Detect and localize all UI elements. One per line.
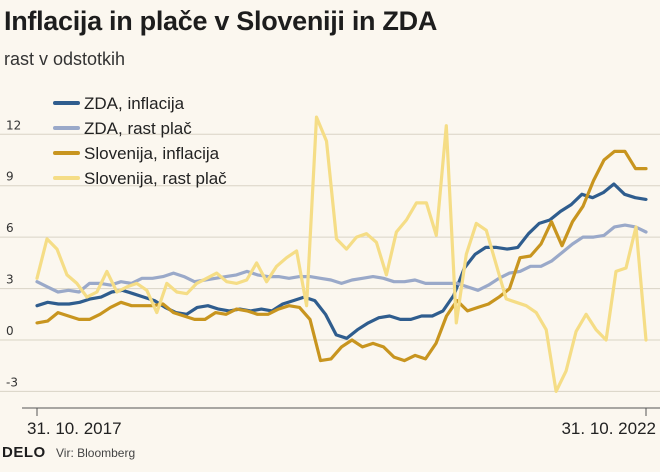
legend-entry: ZDA, inflacija [84, 94, 185, 113]
chart-title: Inflacija in plače v Sloveniji in ZDA [4, 6, 438, 36]
series-lines [35, 115, 648, 393]
y-tick-label: 12 [6, 118, 21, 132]
x-tick-label: 31. 10. 2022 [561, 419, 656, 438]
legend-entry: Slovenija, rast plač [84, 169, 227, 188]
series-line-3 [35, 149, 648, 363]
series-line-2 [35, 223, 648, 294]
series-line-4 [35, 115, 648, 393]
chart-subtitle: rast v odstotkih [4, 49, 126, 69]
source-note: Vir: Bloomberg [56, 446, 136, 460]
legend: ZDA, inflacija ZDA, rast plač Slovenija, i… [53, 94, 227, 188]
brand-logo: DELO [2, 444, 46, 461]
legend-entry: Slovenija, inflacija [84, 144, 220, 163]
legend-entry: ZDA, rast plač [84, 119, 192, 138]
y-tick-label: 6 [6, 221, 14, 235]
x-axis: 31. 10. 2017 31. 10. 2022 [22, 407, 660, 438]
y-tick-label: 9 [6, 170, 14, 184]
y-tick-label: -3 [6, 375, 18, 389]
y-tick-label: 3 [6, 273, 14, 287]
y-tick-label: 0 [6, 324, 14, 338]
line-chart: -3 0 3 6 9 12 31. 10. 2017 31. 10. 2022 ZDA, i… [0, 94, 660, 438]
series-line-1 [35, 182, 648, 340]
x-tick-label: 31. 10. 2017 [27, 419, 122, 438]
y-axis-ticks: -3 0 3 6 9 12 [6, 118, 21, 389]
